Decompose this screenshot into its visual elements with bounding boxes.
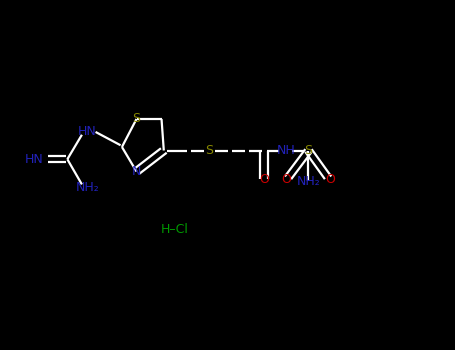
Text: N: N [132, 165, 141, 178]
Text: S: S [304, 144, 313, 157]
Text: HN: HN [78, 125, 97, 139]
Text: NH₂: NH₂ [297, 175, 320, 188]
Text: S: S [205, 144, 213, 157]
Text: NH: NH [276, 144, 295, 157]
Text: NH₂: NH₂ [76, 181, 99, 194]
Text: S: S [132, 112, 141, 126]
Text: O: O [325, 173, 335, 186]
Text: H–Cl: H–Cl [161, 223, 189, 236]
Text: O: O [259, 173, 269, 186]
Text: HN: HN [25, 153, 44, 166]
Text: O: O [281, 173, 291, 186]
